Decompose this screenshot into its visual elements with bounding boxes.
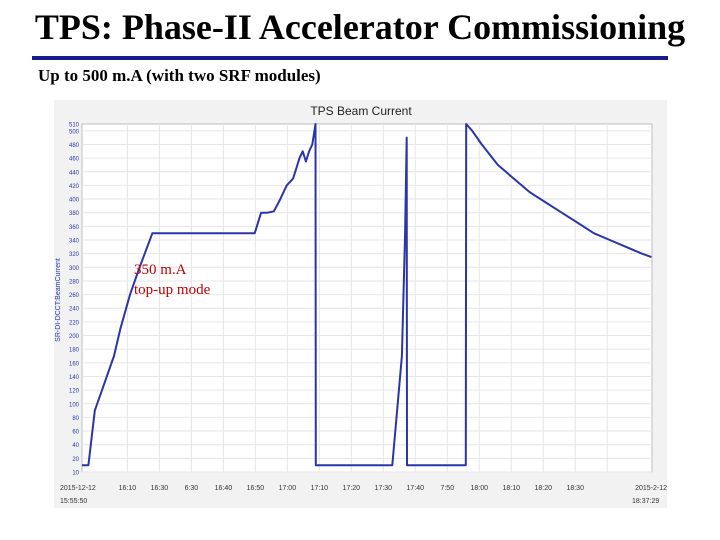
y-tick-label: 380 bbox=[69, 211, 80, 217]
y-tick-label: 420 bbox=[69, 184, 80, 190]
x-tick-label: 16:30 bbox=[151, 485, 169, 492]
y-tick-label: 440 bbox=[69, 170, 80, 176]
x-tick-label: 17:40 bbox=[407, 485, 425, 492]
y-tick-label: 360 bbox=[69, 225, 80, 231]
x-start-time: 15:55:50 bbox=[60, 498, 87, 505]
x-tick-label: 18:00 bbox=[471, 485, 489, 492]
x-tick-label: 7:50 bbox=[440, 485, 454, 492]
y-tick-label: 220 bbox=[69, 320, 80, 326]
y-tick-label: 340 bbox=[69, 239, 80, 245]
y-tick-label: 60 bbox=[72, 430, 79, 436]
y-tick-label: 100 bbox=[69, 402, 80, 408]
y-tick-label: 240 bbox=[69, 307, 80, 313]
x-tick-label: 2015-12-12 bbox=[60, 485, 96, 492]
x-tick-label: 17:10 bbox=[311, 485, 329, 492]
x-tick-label: 18:10 bbox=[502, 485, 520, 492]
y-tick-label: 80 bbox=[72, 416, 79, 422]
y-tick-label: 20 bbox=[72, 457, 79, 463]
x-tick-label: 18:20 bbox=[534, 485, 552, 492]
y-tick-label: 500 bbox=[69, 129, 80, 135]
annotation-line-1: 350 m.A bbox=[134, 262, 187, 278]
x-tick-label: 17:20 bbox=[343, 485, 361, 492]
y-tick-label: 140 bbox=[69, 375, 80, 381]
y-tick-label: 160 bbox=[69, 361, 80, 367]
chart-title: TPS Beam Current bbox=[310, 104, 412, 118]
y-tick-label: 320 bbox=[69, 252, 80, 258]
beam-current-series-line bbox=[82, 123, 652, 467]
y-tick-label: 460 bbox=[69, 157, 80, 163]
y-tick-label: 300 bbox=[69, 266, 80, 272]
title-rule bbox=[32, 56, 668, 60]
x-tick-label: 16:10 bbox=[119, 485, 137, 492]
y-tick-label: 260 bbox=[69, 293, 80, 299]
y-tick-label: 200 bbox=[69, 334, 80, 340]
x-tick-label: 17:00 bbox=[279, 485, 297, 492]
series-layer bbox=[82, 123, 652, 467]
x-tick-label: 2015-2-12 bbox=[635, 485, 667, 492]
y-tick-label: 120 bbox=[69, 389, 80, 395]
y-tick-label: 180 bbox=[69, 348, 80, 354]
y-tick-label: 480 bbox=[69, 143, 80, 149]
y-tick-label: 510 bbox=[69, 123, 80, 129]
beam-current-chart: 10 20 40 60 80 100 120 140 160 180 200 220 240 260 280… bbox=[54, 100, 667, 508]
slide-subtitle: Up to 500 m.A (with two SRF modules) bbox=[38, 66, 321, 85]
chart-svg: 10 20 40 60 80 100 120 140 160 180 200 220 240 260 280… bbox=[55, 104, 667, 505]
x-end-time: 18:37:29 bbox=[632, 498, 659, 505]
y-tick-label: 400 bbox=[69, 198, 80, 204]
slide-title: TPS: Phase-II Accelerator Commissioning bbox=[34, 7, 686, 47]
x-tick-label: 16:50 bbox=[247, 485, 265, 492]
x-tick-label: 18:30 bbox=[566, 485, 584, 492]
plot-area bbox=[81, 123, 653, 473]
x-tick-label: 17:30 bbox=[375, 485, 393, 492]
y-axis-label: SR-DI-DCCT:BeamCurrent bbox=[55, 258, 62, 342]
x-tick-label: 16:40 bbox=[215, 485, 233, 492]
tick-layer: 10 20 40 60 80 100 120 140 160 180 200 220 240 260 280… bbox=[60, 123, 667, 493]
y-tick-label: 10 bbox=[72, 471, 79, 477]
annotation-line-2: top-up mode bbox=[134, 282, 211, 298]
y-tick-label: 280 bbox=[69, 279, 80, 285]
x-tick-label: 6:30 bbox=[185, 485, 199, 492]
topup-annotation: 350 m.A top-up mode bbox=[134, 260, 210, 300]
grid-layer bbox=[82, 124, 652, 473]
y-tick-label: 40 bbox=[72, 443, 79, 449]
